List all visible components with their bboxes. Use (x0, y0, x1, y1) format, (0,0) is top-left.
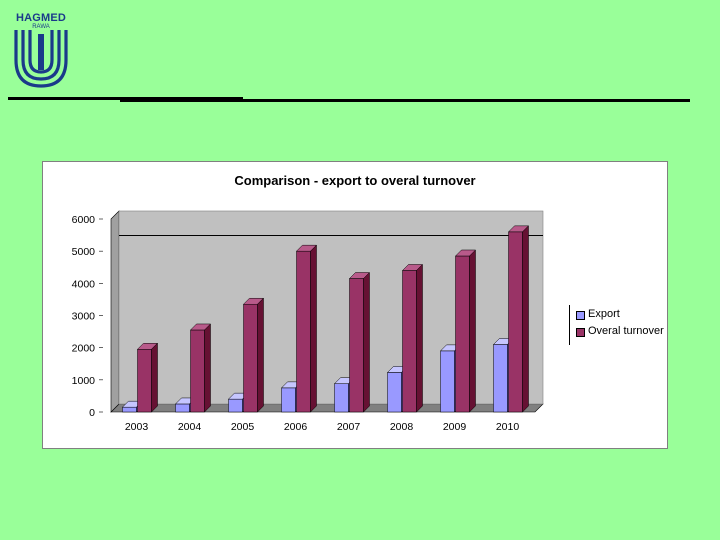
bar-export (122, 406, 137, 413)
logo-emblem-icon (14, 30, 68, 88)
bar-export (387, 372, 402, 413)
bar-side-turnover (522, 225, 529, 413)
x-tick-label: 2008 (390, 421, 414, 433)
bar-turnover (243, 303, 258, 413)
bar-turnover (137, 349, 152, 413)
bar-side-turnover (151, 342, 158, 413)
bar-side-turnover (310, 244, 317, 413)
bar-export (175, 403, 190, 413)
x-tick-label: 2009 (443, 421, 467, 433)
x-tick-label: 2007 (337, 421, 361, 433)
bar-export (440, 350, 455, 413)
x-tick-label: 2006 (284, 421, 308, 433)
bar-chart: 0 1000 2000 3000 4000 5000 6000 2003 2004 2005 200… (72, 210, 544, 433)
bar-turnover (508, 231, 523, 413)
header-rule-main (120, 99, 690, 102)
x-tick-label: 2010 (496, 421, 520, 433)
legend-label-turnover: Overal turnover (588, 325, 664, 337)
chart-panel: Comparison - export to overal turnover 0… (42, 161, 668, 449)
company-logo: HAGMED RAWA (10, 10, 72, 92)
legend-swatch-turnover (576, 328, 585, 337)
bar-export (228, 398, 243, 413)
plot-area-back-wall (118, 210, 544, 405)
bar-side-turnover (204, 323, 211, 413)
y-tick-label: 5000 (72, 246, 96, 258)
y-tick-label: 1000 (72, 375, 96, 387)
bar-side-turnover (363, 271, 370, 413)
bar-turnover (296, 250, 311, 413)
chart-title: Comparison - export to overal turnover (234, 173, 476, 188)
y-tick-label: 4000 (72, 278, 96, 290)
chart-legend: Export Overal turnover (569, 305, 668, 345)
y-tick-label: 3000 (72, 311, 96, 323)
y-tick-label: 2000 (72, 343, 96, 355)
x-tick-label: 2003 (125, 421, 149, 433)
logo-subtitle: RAWA (32, 24, 50, 30)
x-tick-label: 2005 (231, 421, 255, 433)
bar-turnover (455, 255, 470, 413)
bar-turnover (402, 270, 417, 413)
legend-label-export: Export (588, 308, 620, 320)
x-tick-label: 2004 (178, 421, 202, 433)
bar-turnover (349, 278, 364, 413)
bar-turnover (190, 329, 205, 413)
bar-side-turnover (257, 297, 264, 413)
bar-export (493, 344, 508, 413)
y-tick-label: 6000 (72, 214, 96, 226)
header-rule-left (8, 97, 243, 100)
bar-export (281, 387, 296, 413)
chart-side-wall (110, 210, 120, 413)
logo-wordmark: HAGMED (15, 12, 67, 24)
y-tick-label: 0 (89, 407, 95, 419)
legend-swatch-export (576, 311, 585, 320)
bar-export (334, 383, 349, 413)
bar-side-turnover (469, 249, 476, 413)
bar-side-turnover (416, 263, 423, 413)
